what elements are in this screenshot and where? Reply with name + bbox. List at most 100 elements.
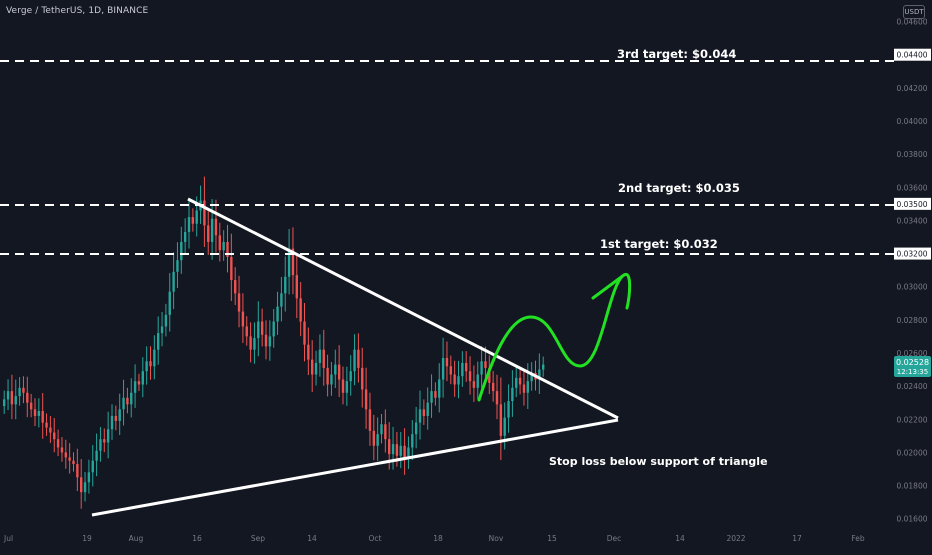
candle-body [484, 361, 487, 368]
candle-body [230, 256, 233, 281]
candle-body [160, 326, 164, 334]
candle-body [449, 366, 452, 375]
triangle-support-line[interactable] [91, 418, 619, 517]
candle-body [268, 336, 272, 347]
candle-body [426, 402, 429, 416]
time-axis[interactable]: Jul 19 Aug 16 Sep 14 Oct 18 Nov 15 Dec 14 2022 17 Feb [3, 534, 865, 543]
candle-body [218, 235, 221, 251]
candle-body [480, 361, 483, 375]
time-tick-label: Feb [851, 534, 865, 543]
candle-body [476, 374, 479, 388]
candle-body [191, 217, 195, 224]
projection-arrow-head [591, 273, 626, 300]
candle-body [472, 381, 476, 388]
candle-body [526, 381, 529, 393]
candle-body [422, 409, 426, 416]
candle-body [280, 293, 283, 307]
candle-body [284, 276, 287, 294]
candle-body [368, 409, 372, 431]
candle-body [434, 391, 437, 398]
candle-body [237, 293, 241, 312]
candle-body [418, 409, 422, 423]
candle-body [126, 397, 129, 405]
candle-body [183, 232, 187, 242]
time-tick-label: 15 [547, 534, 557, 543]
candle-body [518, 377, 522, 385]
price-tick-label: 0.03600 [896, 183, 927, 192]
time-tick-label: 19 [82, 534, 92, 543]
candle-body [337, 364, 341, 380]
candle-body [488, 367, 491, 383]
candle-body [149, 361, 152, 367]
time-tick-label: 14 [675, 534, 685, 543]
candle-body [341, 379, 345, 393]
price-tick-label: 0.04000 [896, 117, 927, 126]
price-tick-label: 0.02800 [896, 316, 927, 325]
triangle-resistance-line[interactable] [187, 197, 619, 420]
target-3-label: 3rd target: $0.044 [617, 47, 736, 61]
price-tick-label: 0.04400 [896, 51, 927, 60]
time-tick-label: 16 [192, 534, 202, 543]
time-tick-label: Jul [3, 534, 13, 543]
candle-body [26, 392, 29, 403]
candle-body [18, 387, 21, 397]
time-tick-label: 18 [433, 534, 443, 543]
candle-body [441, 357, 445, 380]
price-tick-label: 0.01800 [896, 482, 927, 491]
candle-body [345, 381, 349, 393]
candle-body [241, 311, 245, 327]
candle-body [322, 349, 325, 368]
candle-body [222, 241, 225, 251]
candle-body [326, 367, 329, 385]
candle-body [311, 359, 314, 375]
candle-body [45, 422, 48, 428]
stop-loss-label: Stop loss below support of triangle [549, 455, 768, 468]
candle-body [291, 248, 295, 276]
candle-body [214, 218, 218, 236]
candle-body [153, 349, 156, 367]
time-tick-label: 14 [307, 534, 317, 543]
candle-body [99, 439, 102, 451]
candle-body [133, 381, 137, 393]
last-price-badge-bg [894, 356, 931, 377]
candle-body [141, 371, 144, 385]
candle-body [391, 444, 395, 455]
last-price-value: 0.02528 [896, 358, 929, 367]
candle-body [461, 362, 464, 377]
candle-body [164, 314, 168, 327]
candle-body [72, 460, 75, 465]
candle-body [430, 391, 433, 403]
candle-body [445, 357, 449, 367]
candle-body [33, 409, 37, 416]
candle-body [507, 401, 510, 418]
price-tick-label: 0.03200 [896, 250, 927, 259]
price-axis[interactable]: 0.04600 0.04400 0.04200 0.04000 0.03800 0.036… [894, 18, 931, 524]
candle-body [414, 422, 418, 435]
candle-body [453, 374, 456, 385]
candle-body [384, 424, 387, 440]
candle-body [87, 472, 91, 483]
candle-body [176, 260, 179, 272]
candle-body [353, 349, 356, 372]
candle-body [295, 275, 298, 299]
candle-body [95, 450, 98, 461]
candle-body [118, 409, 121, 421]
symbol-title[interactable]: Verge / TetherUS, 1D, BINANCE [6, 6, 149, 16]
candle-body [157, 333, 160, 350]
candle-body [6, 391, 10, 400]
candle-body [334, 364, 337, 375]
price-tick-highlight [894, 48, 931, 61]
candle-body [372, 430, 375, 446]
price-tick-label: 0.02000 [896, 448, 927, 457]
time-tick-label: 17 [792, 534, 802, 543]
candle-body [91, 460, 94, 473]
candle-body [499, 404, 503, 436]
candle-body [14, 396, 17, 405]
candle-body [511, 387, 514, 402]
currency-button[interactable]: USDT [903, 5, 925, 19]
candle-body [203, 200, 206, 226]
candle-body [226, 241, 229, 257]
candle-body [130, 392, 133, 405]
